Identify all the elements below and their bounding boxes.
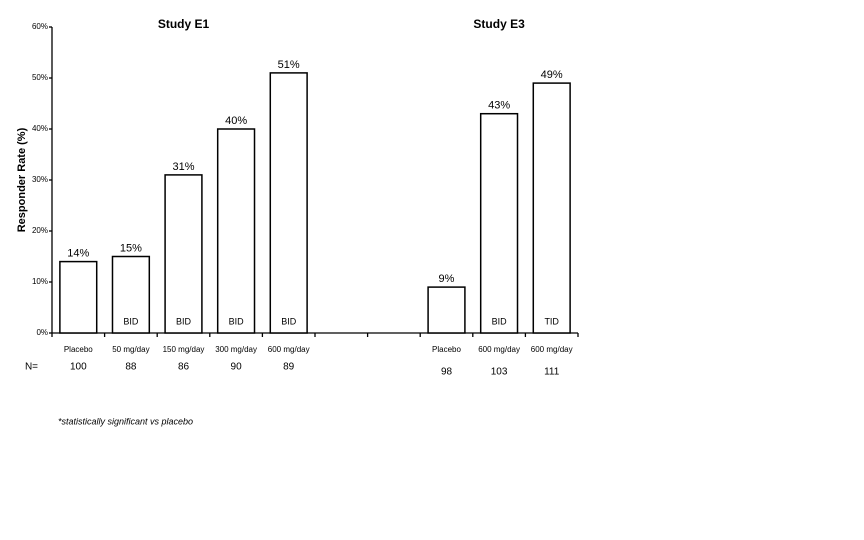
- y-tick-label: 10%: [32, 277, 48, 286]
- x-tick-label: 150 mg/day: [163, 345, 205, 354]
- panel-title: Study E1: [158, 17, 210, 31]
- value-label: 51%: [278, 59, 300, 71]
- x-tick-label: Placebo: [64, 345, 93, 354]
- n-value: 100: [70, 362, 87, 373]
- bar-label: BID: [281, 316, 297, 326]
- bar: [59, 260, 98, 334]
- y-axis-title: Responder Rate (%): [16, 127, 28, 232]
- x-tick-label: 600 mg/day: [478, 345, 520, 354]
- y-tick-label: 30%: [32, 175, 48, 184]
- value-label: 31%: [172, 161, 194, 173]
- value-label: 15%: [120, 242, 142, 254]
- n-value: 103: [491, 367, 508, 378]
- x-tick-label: Placebo: [432, 345, 461, 354]
- n-label: N=: [25, 362, 38, 373]
- value-label: 40%: [225, 115, 247, 127]
- bar-label: BID: [492, 316, 508, 326]
- n-value: 86: [178, 362, 190, 373]
- x-tick-label: 600 mg/day: [531, 345, 573, 354]
- bar-label: BID: [176, 316, 192, 326]
- value-label: 49%: [541, 69, 563, 81]
- value-label: 14%: [67, 248, 89, 260]
- n-value: 89: [283, 362, 295, 373]
- y-tick-label: 0%: [36, 328, 48, 337]
- bar-label: BID: [123, 316, 139, 326]
- bar: [111, 255, 151, 334]
- bar-label: BID: [229, 316, 245, 326]
- y-tick-label: 20%: [32, 226, 48, 235]
- panel-title: Study E3: [473, 17, 525, 31]
- bar: [164, 174, 203, 334]
- value-label: 9%: [439, 273, 455, 285]
- x-tick-label: 600 mg/day: [268, 345, 310, 354]
- y-tick-label: 40%: [32, 124, 48, 133]
- bar: [216, 128, 256, 334]
- y-tick-label: 60%: [32, 22, 48, 31]
- bar: [479, 112, 519, 334]
- footnote: *statistically significant vs placebo: [58, 416, 193, 426]
- n-value: 90: [231, 362, 243, 373]
- n-value: 111: [544, 367, 560, 378]
- bar: [269, 72, 308, 334]
- bar: [532, 82, 571, 334]
- x-tick-label: 50 mg/day: [112, 345, 149, 354]
- n-value: 88: [125, 362, 137, 373]
- n-value: 98: [441, 367, 453, 378]
- y-tick-label: 50%: [32, 73, 48, 82]
- bar-label: TID: [544, 316, 559, 326]
- x-tick-label: 300 mg/day: [215, 345, 257, 354]
- value-label: 43%: [488, 100, 510, 112]
- bar: [427, 286, 466, 334]
